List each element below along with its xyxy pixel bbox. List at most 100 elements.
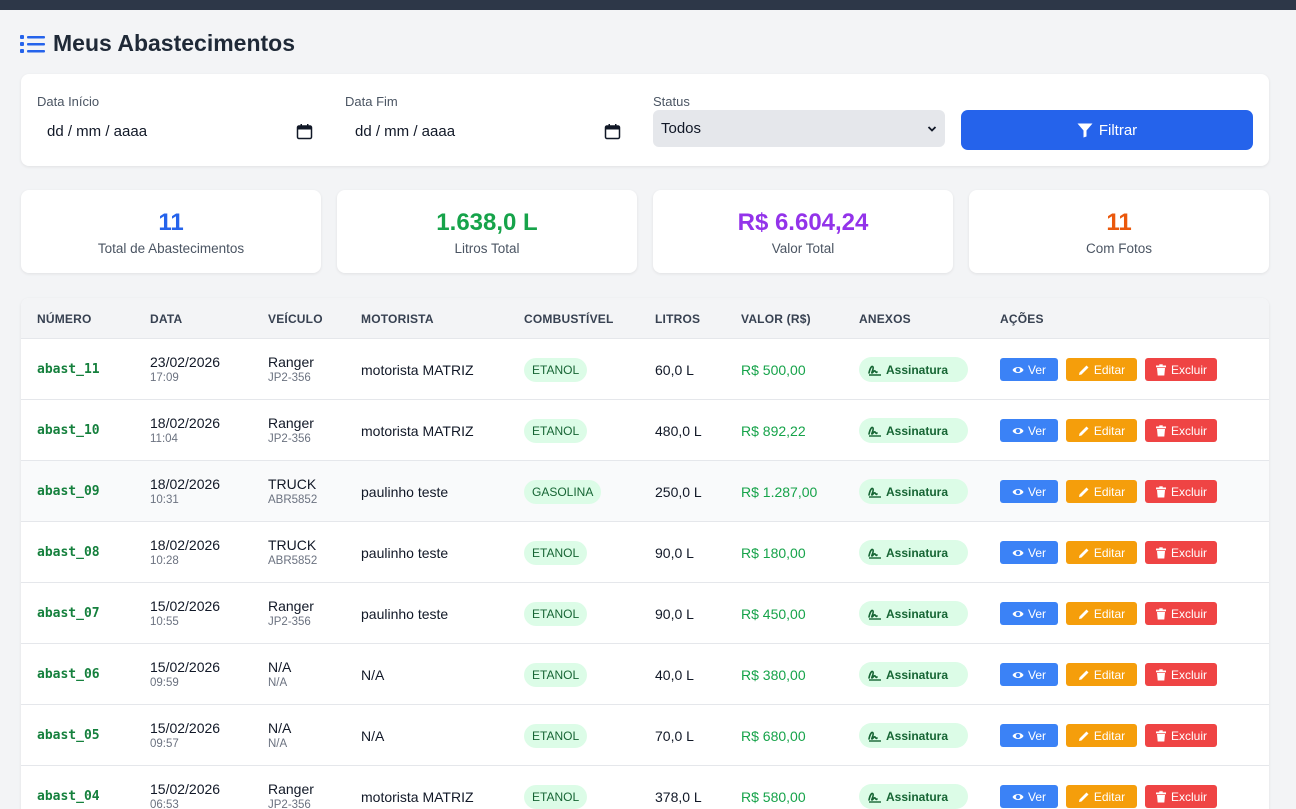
view-button-label: Ver (1027, 362, 1046, 377)
stat-value: 11 (1106, 209, 1132, 236)
edit-button[interactable]: Editar (1066, 480, 1137, 503)
driver-name: motorista MATRIZ (361, 789, 474, 805)
delete-button[interactable]: Excluir (1145, 663, 1217, 686)
vehicle-plate: JP2-356 (268, 616, 311, 628)
vehicle-plate: JP2-356 (268, 372, 311, 384)
delete-button[interactable]: Excluir (1145, 602, 1217, 625)
refuel-date: 15/02/2026 (150, 659, 221, 675)
signature-badge[interactable]: Assinatura (859, 784, 968, 809)
signature-badge[interactable]: Assinatura (859, 479, 968, 504)
vehicle-plate: ABR5852 (268, 555, 318, 567)
edit-button[interactable]: Editar (1066, 785, 1137, 808)
top-navbar (0, 0, 1296, 10)
view-button[interactable]: Ver (1000, 663, 1058, 686)
delete-button-label: Excluir (1170, 545, 1207, 560)
signature-badge[interactable]: Assinatura (859, 723, 968, 748)
delete-button[interactable]: Excluir (1145, 419, 1217, 442)
calendar-icon[interactable] (296, 123, 313, 140)
column-header-value: VALOR (R$) (741, 312, 811, 326)
delete-button[interactable]: Excluir (1145, 724, 1217, 747)
trash-icon (1155, 424, 1166, 436)
column-header-vehicle: VEÍCULO (268, 312, 323, 326)
refuel-date: 23/02/2026 (150, 354, 221, 370)
calendar-icon[interactable] (604, 123, 621, 140)
edit-button[interactable]: Editar (1066, 724, 1137, 747)
fuel-badge: ETANOL (524, 419, 588, 443)
signature-label: Assinatura (886, 667, 949, 682)
view-button[interactable]: Ver (1000, 785, 1058, 808)
signature-label: Assinatura (886, 545, 949, 560)
view-button[interactable]: Ver (1000, 724, 1058, 747)
edit-button-label: Editar (1093, 606, 1126, 621)
edit-button[interactable]: Editar (1066, 358, 1137, 381)
signature-badge[interactable]: Assinatura (859, 601, 968, 626)
refuel-number[interactable]: abast_08 (37, 545, 100, 560)
edit-button[interactable]: Editar (1066, 419, 1137, 442)
delete-button[interactable]: Excluir (1145, 480, 1217, 503)
stat-value: 11 (158, 209, 184, 236)
stat-value: R$ 6.604,24 (737, 209, 869, 236)
vehicle-name: TRUCK (268, 476, 317, 492)
status-select[interactable]: Todos (653, 110, 945, 147)
eye-icon (1012, 671, 1024, 678)
edit-button[interactable]: Editar (1066, 602, 1137, 625)
signature-badge[interactable]: Assinatura (859, 418, 968, 443)
delete-button-label: Excluir (1170, 484, 1207, 499)
signature-badge[interactable]: Assinatura (859, 357, 968, 382)
column-header-fuel: COMBUSTÍVEL (524, 312, 614, 326)
view-button-label: Ver (1027, 667, 1046, 682)
signature-icon (868, 487, 881, 498)
table-row: abast_08 18/02/2026 10:28 TRUCK ABR5852 pauli… (21, 521, 1269, 582)
signature-badge[interactable]: Assinatura (859, 662, 968, 687)
vehicle-name: N/A (268, 659, 292, 675)
delete-button-label: Excluir (1170, 789, 1207, 804)
signature-label: Assinatura (886, 789, 949, 804)
signature-label: Assinatura (886, 728, 949, 743)
table-row: abast_04 15/02/2026 06:53 Ranger JP2-356 moto… (21, 765, 1269, 809)
filter-button-label: Filtrar (1098, 121, 1138, 139)
driver-name: paulinho teste (361, 606, 449, 622)
liters-value: 250,0 L (655, 484, 702, 500)
start-date-input[interactable]: dd / mm / aaaa (37, 113, 321, 149)
refuel-number[interactable]: abast_11 (37, 362, 100, 377)
delete-button[interactable]: Excluir (1145, 785, 1217, 808)
signature-label: Assinatura (886, 362, 949, 377)
end-date-input[interactable]: dd / mm / aaaa (345, 113, 629, 149)
delete-button-label: Excluir (1170, 667, 1207, 682)
view-button[interactable]: Ver (1000, 602, 1058, 625)
refuel-number[interactable]: abast_04 (37, 789, 100, 804)
view-button[interactable]: Ver (1000, 480, 1058, 503)
page-header: Meus Abastecimentos (20, 30, 295, 57)
trash-icon (1155, 668, 1166, 680)
edit-button-label: Editar (1093, 728, 1126, 743)
view-button[interactable]: Ver (1000, 358, 1058, 381)
delete-button[interactable]: Excluir (1145, 541, 1217, 564)
vehicle-plate: N/A (268, 677, 288, 689)
filter-button[interactable]: Filtrar (961, 110, 1253, 150)
price-value: R$ 580,00 (741, 789, 806, 805)
delete-button[interactable]: Excluir (1145, 358, 1217, 381)
refuel-number[interactable]: abast_05 (37, 728, 100, 743)
view-button[interactable]: Ver (1000, 419, 1058, 442)
refuel-date: 15/02/2026 (150, 598, 221, 614)
refuel-number[interactable]: abast_06 (37, 667, 100, 682)
list-icon (20, 34, 45, 53)
edit-button[interactable]: Editar (1066, 663, 1137, 686)
stat-label: Valor Total (771, 241, 835, 256)
refuel-number[interactable]: abast_09 (37, 484, 100, 499)
refuel-number[interactable]: abast_10 (37, 423, 100, 438)
signature-badge[interactable]: Assinatura (859, 540, 968, 565)
fuel-badge: ETANOL (524, 602, 588, 626)
vehicle-plate: N/A (268, 738, 288, 750)
liters-value: 480,0 L (655, 423, 702, 439)
delete-button-label: Excluir (1170, 362, 1207, 377)
status-label: Status (653, 94, 690, 109)
refuel-number[interactable]: abast_07 (37, 606, 100, 621)
pencil-icon (1078, 365, 1089, 375)
view-button[interactable]: Ver (1000, 541, 1058, 564)
driver-name: N/A (361, 667, 385, 683)
signature-icon (868, 548, 881, 559)
edit-button[interactable]: Editar (1066, 541, 1137, 564)
edit-button-label: Editar (1093, 789, 1126, 804)
price-value: R$ 500,00 (741, 362, 806, 378)
